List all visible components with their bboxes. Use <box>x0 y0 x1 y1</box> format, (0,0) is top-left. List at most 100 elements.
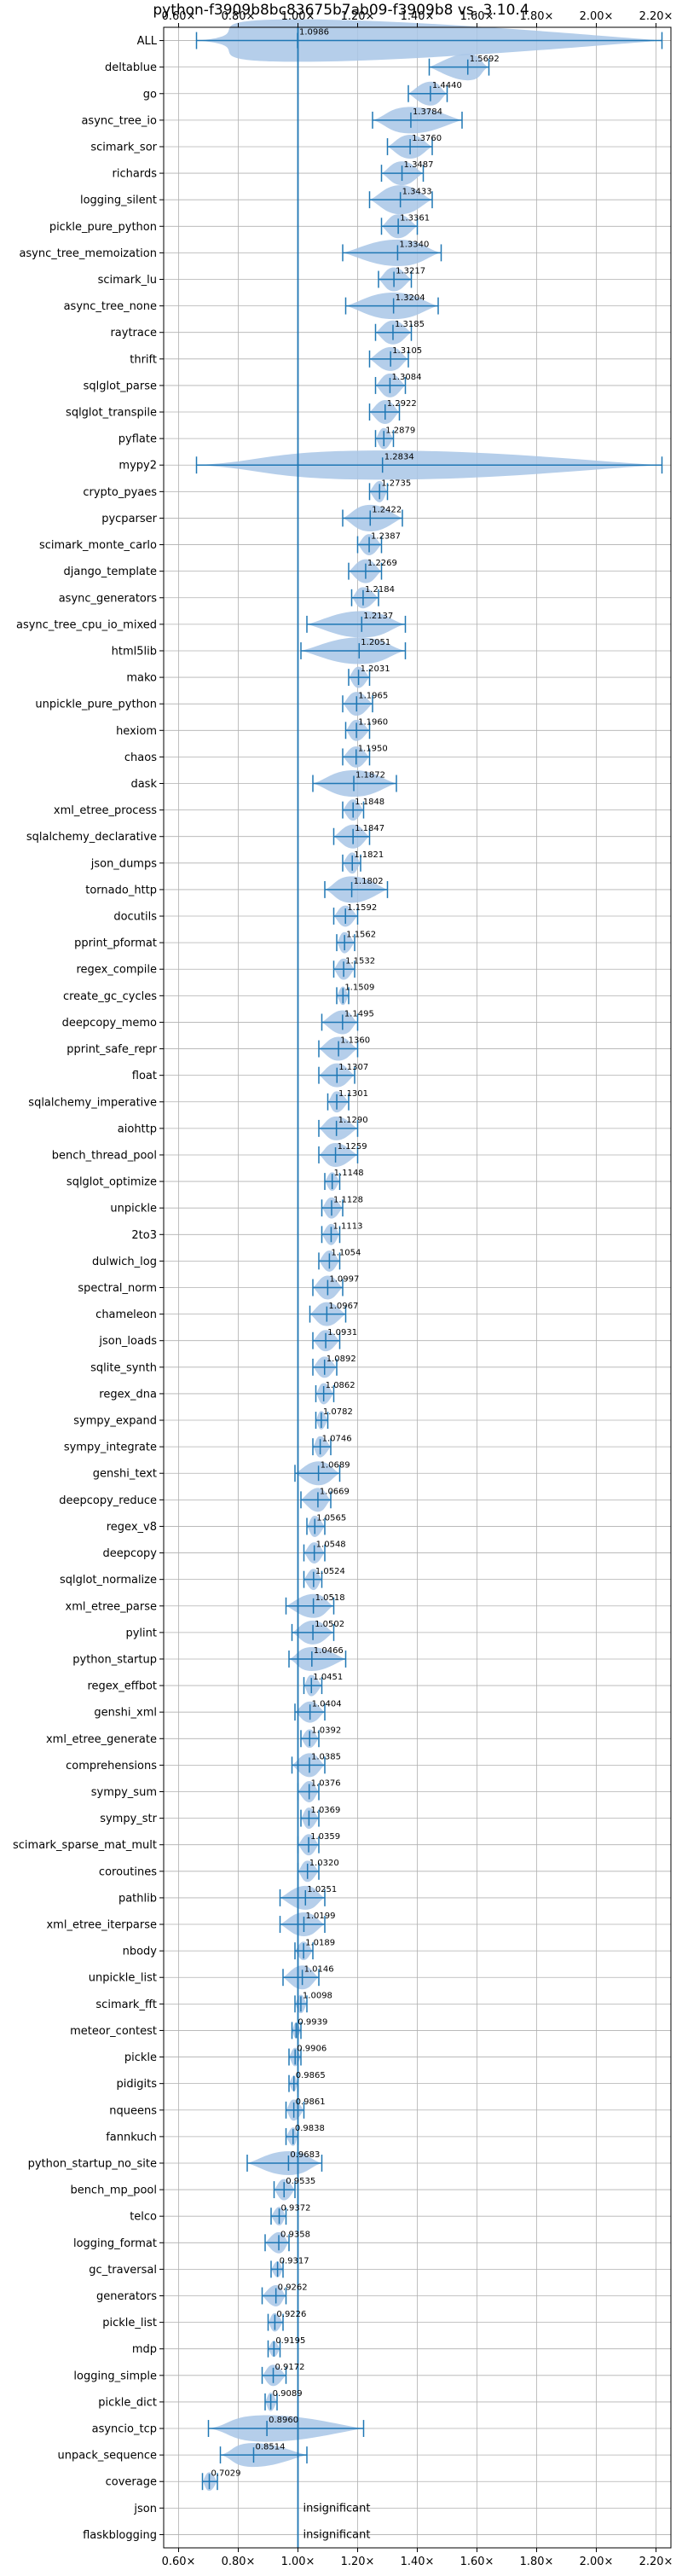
value-label: 1.1495 <box>344 1010 374 1019</box>
value-label: 1.1802 <box>354 877 384 886</box>
value-label: 1.0669 <box>320 1487 350 1496</box>
value-label: 1.0548 <box>316 1540 346 1550</box>
value-label: 1.5692 <box>470 55 500 64</box>
x-tick-label-top: 1.80× <box>520 10 554 23</box>
category-label: json_loads <box>98 1335 157 1348</box>
category-label: richards <box>113 168 158 181</box>
value-label: 1.0967 <box>328 1302 358 1311</box>
value-label: 1.4440 <box>432 81 462 90</box>
value-label: 1.1509 <box>344 983 374 992</box>
category-label: mypy2 <box>118 460 157 473</box>
category-label: spectral_norm <box>78 1282 157 1295</box>
x-tick-label-top: 0.80× <box>222 10 256 23</box>
value-label: 0.9939 <box>298 2018 327 2028</box>
value-label: 1.3217 <box>396 267 425 276</box>
category-label: async_tree_memoization <box>19 247 157 260</box>
x-tick-label-bottom: 1.00× <box>281 2556 315 2568</box>
category-label: async_tree_cpu_io_mixed <box>16 618 157 631</box>
category-label: raytrace <box>110 327 157 339</box>
category-label: pidigits <box>117 2078 158 2091</box>
category-label: comprehensions <box>66 1760 157 1772</box>
value-label: 1.0518 <box>315 1593 345 1603</box>
value-label: 1.0251 <box>307 1885 337 1894</box>
category-label: hexiom <box>116 725 157 738</box>
category-label: deepcopy_reduce <box>59 1494 157 1507</box>
category-label: bench_thread_pool <box>52 1149 157 1162</box>
value-label: 1.2922 <box>387 399 417 409</box>
value-label: 1.1592 <box>347 903 377 913</box>
value-label: 1.2184 <box>365 585 395 595</box>
category-label: django_template <box>64 566 157 578</box>
category-label: ALL <box>137 35 158 48</box>
category-label: sqlalchemy_imperative <box>28 1096 157 1109</box>
category-label: asyncio_tcp <box>92 2423 157 2436</box>
x-tick-label-top: 1.60× <box>460 10 494 23</box>
value-label: 1.1960 <box>358 717 388 727</box>
value-label: 1.0189 <box>305 1938 335 1947</box>
category-label: nqueens <box>109 2104 157 2117</box>
category-label: chameleon <box>95 1308 157 1321</box>
value-label: 1.0404 <box>312 1699 342 1709</box>
category-label: sqlalchemy_declarative <box>26 831 157 844</box>
x-tick-label-bottom: 0.80× <box>222 2556 256 2568</box>
value-label: 1.1054 <box>331 1249 361 1258</box>
value-label: 1.3105 <box>392 346 422 356</box>
category-label: genshi_xml <box>94 1707 157 1720</box>
category-label: create_gc_cycles <box>63 990 157 1003</box>
value-label: 1.1259 <box>338 1142 367 1152</box>
category-label: sqlite_synth <box>90 1361 157 1374</box>
value-label: 1.1950 <box>358 745 388 754</box>
value-label: 0.9683 <box>290 2150 320 2160</box>
x-tick-label-bottom: 1.80× <box>520 2556 554 2568</box>
value-label: 1.0359 <box>310 1832 340 1842</box>
value-label: 0.9172 <box>275 2363 305 2372</box>
category-label: sqlglot_transpile <box>66 407 157 420</box>
value-label: 0.8514 <box>255 2442 285 2451</box>
category-label: coverage <box>106 2476 157 2489</box>
value-label: 1.0997 <box>329 1275 359 1285</box>
value-label: 1.0524 <box>315 1567 345 1576</box>
category-label: deepcopy <box>102 1547 157 1560</box>
value-label: 1.1148 <box>334 1169 364 1178</box>
value-label: 1.3185 <box>395 320 425 329</box>
category-label: logging_format <box>73 2237 157 2250</box>
value-label: 1.2387 <box>371 532 401 542</box>
value-label: 1.0369 <box>310 1806 340 1815</box>
value-label: 0.9906 <box>297 2045 327 2054</box>
x-tick-label-top: 1.20× <box>341 10 375 23</box>
value-label: 1.1307 <box>338 1063 368 1072</box>
x-tick-label-bottom: 1.60× <box>460 2556 494 2568</box>
category-label: deltablue <box>105 61 157 74</box>
category-label: async_tree_io <box>81 114 157 127</box>
category-label: go <box>143 88 157 101</box>
category-label: float <box>132 1070 157 1082</box>
value-label: 1.3760 <box>412 134 442 143</box>
value-label: 0.9089 <box>273 2389 303 2399</box>
category-label: scimark_lu <box>98 274 157 287</box>
category-label: xml_etree_iterparse <box>46 1919 157 1932</box>
category-label: sqlglot_optimize <box>66 1176 157 1189</box>
value-label: 1.2422 <box>372 506 402 515</box>
value-label: 0.9358 <box>280 2230 310 2239</box>
category-label: pathlib <box>118 1892 157 1905</box>
x-tick-label-top: 1.00× <box>281 10 315 23</box>
x-tick-label-top: 2.20× <box>639 10 673 23</box>
value-label: 1.1872 <box>355 771 385 780</box>
category-label: logging_simple <box>73 2370 157 2382</box>
value-label: 1.0746 <box>322 1434 352 1443</box>
value-label: 1.1301 <box>338 1089 368 1099</box>
value-label: 0.9865 <box>296 2071 326 2080</box>
category-label: pickle_list <box>102 2317 157 2329</box>
category-label: python_startup <box>72 1653 157 1666</box>
category-label: thrift <box>130 353 157 366</box>
value-label: 1.1290 <box>338 1116 368 1125</box>
category-label: tornado_http <box>85 884 157 896</box>
category-label: xml_etree_process <box>54 804 157 817</box>
value-label: 1.0892 <box>327 1355 356 1364</box>
insignificant-label: insignificant <box>303 2528 371 2541</box>
category-label: sqlglot_parse <box>84 380 157 392</box>
value-label: 1.3361 <box>400 213 430 223</box>
value-label: 1.1128 <box>333 1195 363 1204</box>
value-label: 1.0385 <box>311 1753 341 1762</box>
